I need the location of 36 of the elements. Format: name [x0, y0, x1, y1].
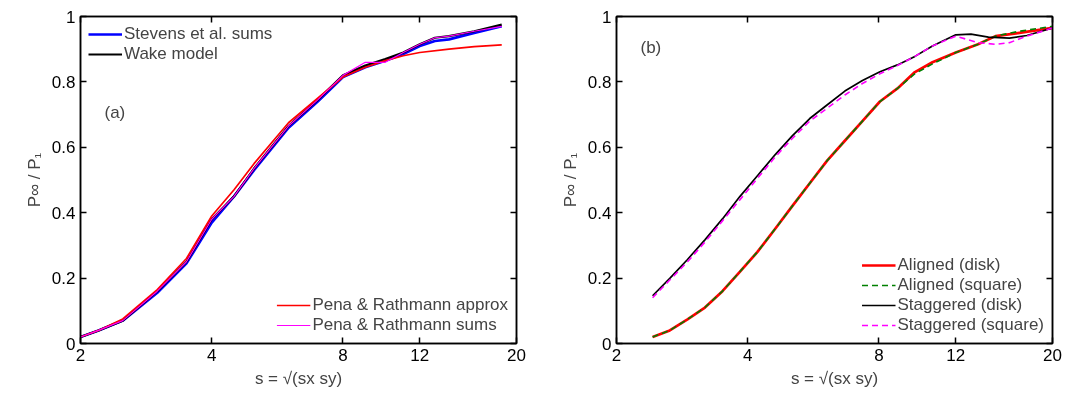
- y-axis-title: P∞ / P₁: [560, 152, 580, 208]
- y-tick-label: 0: [602, 334, 612, 354]
- legend-label: Staggered (disk): [897, 295, 1023, 315]
- y-tick-label: 0.8: [51, 72, 76, 92]
- legend-label: Wake model: [124, 44, 218, 64]
- legend-label: Aligned (disk): [897, 255, 1001, 275]
- x-tick-label: 12: [946, 345, 966, 365]
- annotation: (a): [104, 102, 126, 122]
- legend-label: Staggered (square): [897, 315, 1044, 335]
- x-tick-label: 2: [75, 345, 86, 365]
- y-tick-label: 0.2: [51, 269, 76, 289]
- legend-label: Stevens et al. sums: [124, 24, 273, 44]
- legend-label: Aligned (square): [897, 275, 1023, 295]
- y-tick-label: 0: [66, 334, 76, 354]
- y-tick-label: 0.6: [51, 138, 76, 158]
- x-tick-label: 12: [410, 345, 430, 365]
- y-tick-label: 0.4: [587, 203, 612, 223]
- y-tick-label: 1: [602, 7, 612, 27]
- y-tick-label: 1: [66, 7, 76, 27]
- legend-label: Pena & Rathmann approx: [312, 295, 508, 315]
- x-axis-title: s = √(sx sy): [790, 368, 879, 388]
- x-tick-label: 2: [611, 345, 622, 365]
- x-tick-label: 8: [338, 345, 348, 365]
- y-tick-label: 0.4: [51, 203, 76, 223]
- annotation: (b): [640, 37, 662, 57]
- x-tick-label: 4: [743, 345, 753, 365]
- y-tick-label: 0.6: [587, 138, 612, 158]
- x-tick-label: 8: [874, 345, 884, 365]
- legend-label: Pena & Rathmann sums: [312, 315, 497, 335]
- x-axis-title: s = √(sx sy): [254, 368, 343, 388]
- x-tick-label: 4: [207, 345, 217, 365]
- y-tick-label: 0.8: [587, 72, 612, 92]
- y-axis-title: P∞ / P₁: [24, 152, 44, 208]
- y-tick-label: 0.2: [587, 269, 612, 289]
- x-tick-label: 20: [1043, 345, 1062, 365]
- x-tick-label: 20: [507, 345, 526, 365]
